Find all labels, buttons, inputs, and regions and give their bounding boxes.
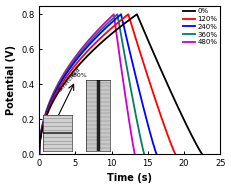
240% [38,153,41,155]
480% [116,41,119,43]
240% [132,64,134,66]
120% [135,41,138,43]
360% [143,153,146,155]
120% [119,20,121,22]
240% [112,20,115,22]
480% [112,13,115,15]
240% [155,153,158,155]
0% [38,153,41,155]
0% [126,20,129,22]
Line: 240%: 240% [39,14,156,154]
120% [151,89,154,91]
Legend: 0%, 120%, 240%, 360%, 480%: 0%, 120%, 240%, 360%, 480% [182,8,218,46]
360% [109,20,112,22]
0% [201,153,204,155]
Line: 480%: 480% [39,14,135,154]
480% [105,20,108,22]
Text: 0%: 0% [43,131,53,136]
120% [38,153,41,155]
480% [38,153,41,155]
480% [76,53,79,55]
360% [121,41,124,43]
0% [158,64,160,66]
240% [80,53,83,55]
360% [116,13,119,15]
120% [84,53,86,55]
Text: 480%: 480% [70,73,88,78]
360% [130,89,132,91]
360% [125,64,128,66]
0% [88,53,91,55]
120% [174,153,177,155]
X-axis label: Time (s): Time (s) [107,174,152,184]
480% [123,89,126,91]
360% [66,70,68,72]
Y-axis label: Potential (V): Potential (V) [6,45,15,115]
240% [67,70,70,72]
0% [136,13,138,15]
120% [69,70,72,72]
Line: 360%: 360% [39,14,144,154]
Text: Stretched: Stretched [57,67,82,93]
360% [38,153,41,155]
120% [143,64,146,66]
0% [169,89,171,91]
Line: 120%: 120% [39,14,175,154]
480% [64,70,67,72]
0% [147,41,150,43]
480% [119,64,122,66]
360% [78,53,81,55]
Line: 0%: 0% [39,14,202,154]
120% [127,13,130,15]
480% [133,153,136,155]
0% [73,70,75,72]
240% [138,89,140,91]
240% [120,13,122,15]
240% [126,41,129,43]
